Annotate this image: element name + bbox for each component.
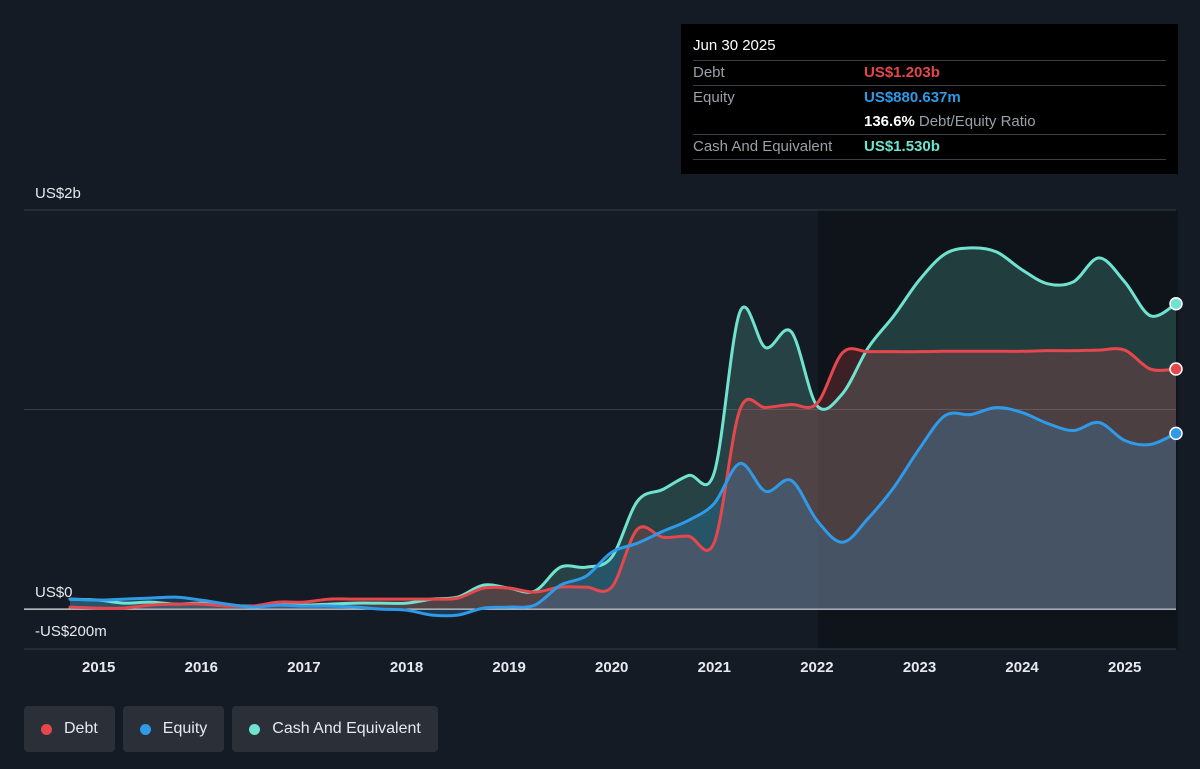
series-lines [68,246,1178,618]
legend-item-cash[interactable]: Cash And Equivalent [232,706,438,752]
x-tick-label: 2022 [800,659,833,676]
equity-line [68,406,1178,618]
x-tick-label: 2018 [390,659,423,676]
x-tick-label: 2017 [287,659,320,676]
tooltip-row-cash: Cash And Equivalent US$1.530b [693,134,1166,160]
tooltip-date: Jun 30 2025 [693,37,776,54]
cash-and-equivalent-end-point [1169,297,1183,311]
tooltip-debt-value: US$1.203b [864,64,940,81]
tooltip-debt-label: Debt [693,64,725,81]
x-tick-label: 2025 [1108,659,1141,676]
x-tick-label: 2016 [185,659,218,676]
series-areas [70,247,1176,616]
x-tick-label: 2019 [492,659,525,676]
grid-lines [24,209,1176,650]
equity-dot-icon [139,723,151,735]
debt-dot-icon [41,723,52,735]
tooltip-cash-value: US$1.530b [864,138,940,155]
end-markers [1169,297,1183,441]
legend-item-equity[interactable]: Equity [122,706,225,752]
chart-legend: Debt Equity Cash And Equivalent [24,706,438,752]
x-tick-label: 2023 [903,659,936,676]
tooltip-equity-label: Equity [693,89,735,106]
legend-equity-label: Equity [162,720,208,737]
cash-and-equivalent-area [70,247,1176,610]
tooltip-ratio-value: 136.6% [864,113,915,130]
legend-cash-label: Cash And Equivalent [272,720,421,737]
cash-dot-icon [249,723,261,735]
debt-area [70,348,1176,610]
y-tick-label: -US$200m [35,623,107,640]
x-tick-label: 2020 [595,659,628,676]
data-tooltip: Jun 30 2025 Debt US$1.203b Equity US$880… [681,24,1178,174]
tooltip-ratio-label: Debt/Equity Ratio [918,113,1036,130]
y-tick-label: US$0 [35,584,73,601]
tooltip-row-debt: Debt US$1.203b [693,60,1166,85]
debt-end-point [1169,362,1183,376]
x-tick-label: 2024 [1005,659,1039,676]
y-axis-labels: US$2b US$0 -US$200m [35,185,107,640]
future-period-shade [818,210,1178,649]
x-axis-labels: 2015 2016 2017 2018 2019 2020 2021 2022 2023 2024… [82,659,1141,676]
legend-debt-label: Debt [64,720,98,737]
tooltip-row-equity: Equity US$880.637m [693,85,1166,110]
x-tick-label: 2021 [698,659,731,676]
tooltip-cash-label: Cash And Equivalent [693,138,833,155]
legend-item-debt[interactable]: Debt [24,706,115,752]
equity-end-point [1169,426,1183,441]
tooltip-row-ratio: 136.6% Debt/Equity Ratio [693,110,1166,134]
tooltip-equity-value: US$880.637m [864,89,961,106]
y-tick-label: US$2b [35,185,81,202]
equity-area [70,407,1176,616]
x-tick-label: 2015 [82,659,115,676]
